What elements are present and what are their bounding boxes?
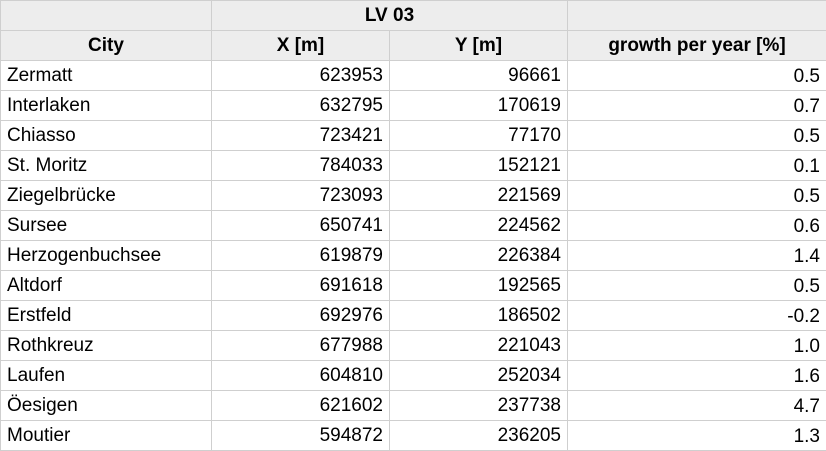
cell-growth[interactable]: -0.2	[568, 301, 826, 331]
cell-y[interactable]: 192565	[390, 271, 568, 301]
cell-growth[interactable]: 0.7	[568, 91, 826, 121]
cell-x[interactable]: 594872	[212, 421, 390, 451]
cell-growth[interactable]: 0.5	[568, 61, 826, 91]
column-header-growth[interactable]: growth per year [%]	[568, 31, 826, 61]
cell-y[interactable]: 236205	[390, 421, 568, 451]
cell-y[interactable]: 77170	[390, 121, 568, 151]
cell-growth[interactable]: 0.1	[568, 151, 826, 181]
cell-growth[interactable]: 1.6	[568, 361, 826, 391]
cell-x[interactable]: 632795	[212, 91, 390, 121]
cell-x[interactable]: 692976	[212, 301, 390, 331]
cell-y[interactable]: 96661	[390, 61, 568, 91]
cell-city[interactable]: St. Moritz	[1, 151, 212, 181]
cell-x[interactable]: 604810	[212, 361, 390, 391]
cell-y[interactable]: 224562	[390, 211, 568, 241]
cell-y[interactable]: 252034	[390, 361, 568, 391]
cell-x[interactable]: 623953	[212, 61, 390, 91]
cell-city[interactable]: Moutier	[1, 421, 212, 451]
cell-y[interactable]: 221043	[390, 331, 568, 361]
cell-growth[interactable]: 4.7	[568, 391, 826, 421]
cell-y[interactable]: 170619	[390, 91, 568, 121]
cell-city[interactable]: Interlaken	[1, 91, 212, 121]
cell-growth[interactable]: 0.6	[568, 211, 826, 241]
cell-city[interactable]: Chiasso	[1, 121, 212, 151]
column-header-x[interactable]: X [m]	[212, 31, 390, 61]
cell-x[interactable]: 619879	[212, 241, 390, 271]
column-header-y[interactable]: Y [m]	[390, 31, 568, 61]
cell-city[interactable]: Sursee	[1, 211, 212, 241]
cell-city[interactable]: Rothkreuz	[1, 331, 212, 361]
group-header-empty-cell[interactable]	[1, 1, 212, 31]
cell-growth[interactable]: 0.5	[568, 181, 826, 211]
column-header-city[interactable]: City	[1, 31, 212, 61]
group-header-lv03[interactable]: LV 03	[212, 1, 568, 31]
cell-y[interactable]: 221569	[390, 181, 568, 211]
cell-x[interactable]: 677988	[212, 331, 390, 361]
cell-city[interactable]: Erstfeld	[1, 301, 212, 331]
cell-x[interactable]: 723093	[212, 181, 390, 211]
cell-city[interactable]: Herzogenbuchsee	[1, 241, 212, 271]
cell-city[interactable]: Öesigen	[1, 391, 212, 421]
cell-y[interactable]: 237738	[390, 391, 568, 421]
cell-y[interactable]: 186502	[390, 301, 568, 331]
cell-y[interactable]: 152121	[390, 151, 568, 181]
group-header-row: LV 03	[1, 1, 826, 31]
cell-x[interactable]: 691618	[212, 271, 390, 301]
cell-x[interactable]: 621602	[212, 391, 390, 421]
column-header-row: City X [m] Y [m] growth per year [%]	[1, 31, 826, 61]
cell-growth[interactable]: 1.0	[568, 331, 826, 361]
cell-growth[interactable]: 1.4	[568, 241, 826, 271]
cell-x[interactable]: 784033	[212, 151, 390, 181]
cell-growth[interactable]: 0.5	[568, 121, 826, 151]
cell-growth[interactable]: 1.3	[568, 421, 826, 451]
cell-city[interactable]: Ziegelbrücke	[1, 181, 212, 211]
cell-y[interactable]: 226384	[390, 241, 568, 271]
cell-city[interactable]: Zermatt	[1, 61, 212, 91]
cell-city[interactable]: Laufen	[1, 361, 212, 391]
cell-growth[interactable]: 0.5	[568, 271, 826, 301]
group-header-empty-cell[interactable]	[568, 1, 826, 31]
cell-x[interactable]: 723421	[212, 121, 390, 151]
cell-x[interactable]: 650741	[212, 211, 390, 241]
cell-city[interactable]: Altdorf	[1, 271, 212, 301]
